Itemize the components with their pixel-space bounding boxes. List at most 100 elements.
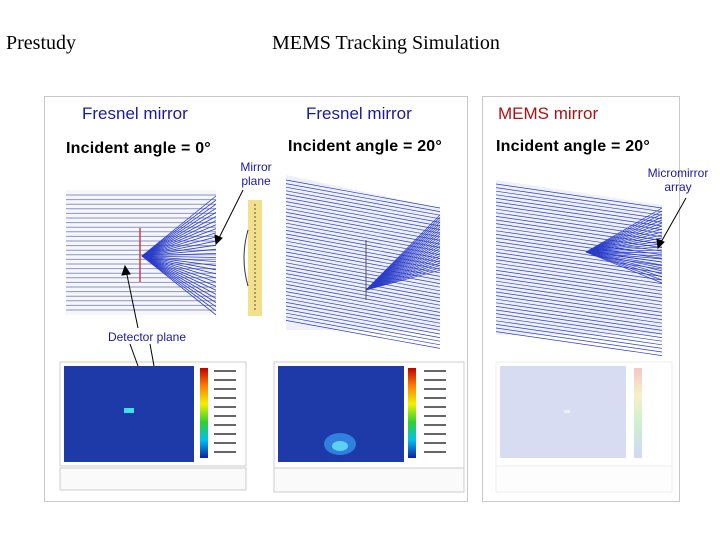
ray-line	[141, 244, 217, 257]
ray-line	[365, 262, 441, 291]
ray-line	[285, 183, 441, 212]
ray-line	[495, 266, 663, 292]
panel-1-angle: Incident angle = 0°	[66, 140, 211, 157]
ray-line	[285, 305, 441, 335]
ray-line	[495, 313, 663, 338]
colorbar-tick	[214, 451, 236, 453]
ray-line	[141, 216, 217, 257]
ray-line	[495, 331, 663, 356]
ray-line	[285, 294, 441, 324]
colorbar-tick	[214, 415, 236, 417]
ray-line	[285, 258, 441, 288]
mirror-plane-label-line1: Mirror	[240, 160, 272, 174]
section-label: Prestudy	[6, 32, 76, 54]
ray-line	[285, 291, 441, 320]
ray-line	[495, 327, 663, 353]
ray-line	[141, 255, 217, 283]
ray-line	[285, 320, 441, 349]
ray-line	[585, 237, 663, 253]
ray-line	[495, 288, 663, 313]
ray-line	[365, 265, 441, 291]
ray-line	[285, 316, 441, 346]
ray-line	[495, 237, 663, 263]
mirror-plane-label-line2: plane	[241, 174, 271, 188]
ray-line	[285, 298, 441, 328]
ray-line	[365, 257, 441, 291]
ray-line	[141, 255, 217, 258]
ray-line	[495, 194, 663, 220]
colorbar-tick	[424, 451, 446, 453]
ray-line	[141, 248, 217, 257]
ray-line	[495, 295, 663, 320]
ray-line	[495, 244, 663, 270]
ray-line	[285, 284, 441, 313]
ray-line	[285, 237, 441, 266]
ray-line	[285, 233, 441, 263]
ray-line	[141, 255, 217, 295]
ray-line	[495, 298, 663, 324]
ray-line	[141, 255, 217, 287]
ray-line	[495, 241, 663, 266]
ray-line	[285, 309, 441, 338]
ray-line	[285, 186, 441, 216]
ray-line	[585, 251, 663, 269]
ray-line	[285, 208, 441, 238]
ray-line	[285, 266, 441, 295]
ray-line	[141, 199, 217, 257]
ray-line	[141, 255, 217, 262]
ray-line	[495, 309, 663, 335]
ray-line	[141, 255, 217, 303]
ray-line	[495, 187, 663, 212]
ray-line	[285, 194, 441, 223]
colorbar-tick	[214, 370, 236, 372]
ray-line	[285, 276, 441, 306]
ray-line	[285, 212, 441, 241]
ray-line	[585, 251, 663, 278]
ray-line	[141, 255, 217, 279]
ray-line	[141, 253, 217, 257]
ray-line	[495, 190, 663, 216]
ray-line	[585, 219, 663, 253]
ray-line	[585, 251, 663, 281]
micromirror-label-line2: array	[664, 180, 692, 194]
ray-line	[285, 302, 441, 331]
ray-line	[141, 255, 217, 267]
panel-2-title: Fresnel mirror	[306, 104, 412, 123]
ray-line	[285, 197, 441, 227]
ray-line	[585, 240, 663, 253]
ray-line	[585, 207, 663, 253]
ray-line	[585, 251, 663, 263]
ray-line	[285, 262, 441, 292]
panel-3-angle: Incident angle = 20°	[496, 138, 650, 155]
ray-line	[141, 255, 217, 312]
ray-line	[141, 255, 217, 316]
ray-line	[141, 207, 217, 257]
ray-line	[585, 216, 663, 253]
colorbar-tick	[214, 379, 236, 381]
ray-line	[585, 251, 663, 272]
ray-line	[495, 252, 663, 277]
colorbar-tick	[424, 370, 446, 372]
ray-line	[285, 215, 441, 245]
panel-1-title: Fresnel mirror	[82, 104, 188, 123]
colorbar-tick	[424, 424, 446, 426]
ray-line	[585, 222, 663, 253]
ray-line	[585, 225, 663, 253]
ray-line	[285, 312, 441, 342]
ray-line	[285, 280, 441, 310]
ray-line	[495, 248, 663, 274]
ray-line	[585, 234, 663, 253]
ray-line	[495, 198, 663, 223]
ray-trace-plot-2	[285, 175, 441, 349]
ray-line	[495, 255, 663, 281]
ray-line	[141, 220, 217, 257]
ray-line	[285, 255, 441, 284]
ray-line	[141, 255, 217, 271]
ray-line	[585, 246, 663, 253]
ray-line	[495, 291, 663, 317]
ray-line	[585, 249, 663, 253]
ray-line	[495, 277, 663, 302]
ray-line	[285, 273, 441, 302]
ray-line	[365, 269, 441, 291]
